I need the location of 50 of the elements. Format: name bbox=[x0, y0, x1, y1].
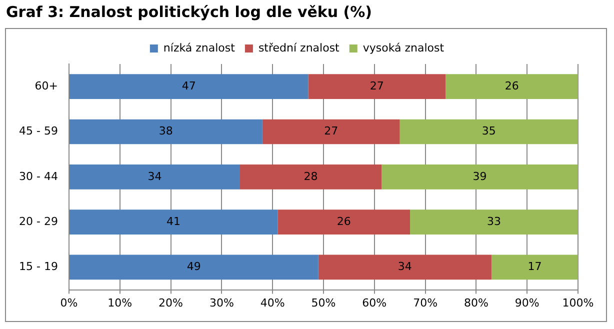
bar bbox=[400, 119, 578, 144]
y-tick-label: 20 - 29 bbox=[18, 214, 58, 228]
data-label: 34 bbox=[148, 170, 162, 183]
chart-title: Graf 3: Znalost politických log dle věku (%) bbox=[6, 3, 372, 21]
x-tick-label: 50% bbox=[311, 296, 336, 310]
x-tick-label: 60% bbox=[362, 296, 387, 310]
bar bbox=[278, 210, 410, 234]
data-label: 27 bbox=[324, 124, 338, 138]
bar bbox=[308, 74, 446, 99]
data-label: 39 bbox=[472, 170, 487, 183]
x-tick-label: 30% bbox=[209, 296, 234, 310]
x-tick-label: 70% bbox=[413, 296, 438, 310]
bar bbox=[69, 74, 308, 99]
y-tick-label: 30 - 44 bbox=[18, 170, 58, 183]
bar bbox=[69, 254, 318, 280]
bar bbox=[491, 254, 578, 280]
data-label: 34 bbox=[398, 260, 412, 274]
legend-label: vysoká znalost bbox=[362, 41, 445, 54]
bar bbox=[382, 164, 578, 190]
data-label: 49 bbox=[186, 260, 201, 274]
bar bbox=[69, 164, 240, 190]
x-tick-label: 100% bbox=[562, 296, 594, 310]
x-tick-label: 10% bbox=[108, 296, 132, 310]
data-label: 47 bbox=[182, 79, 196, 92]
data-label: 17 bbox=[528, 260, 542, 274]
bar bbox=[240, 164, 382, 190]
y-tick-label: 15 - 19 bbox=[18, 260, 58, 274]
legend-label: střední znalost bbox=[258, 41, 340, 54]
bar bbox=[318, 254, 492, 280]
legend-label: nízká znalost bbox=[163, 41, 236, 54]
data-label: 35 bbox=[482, 124, 496, 138]
y-tick-label: 45 - 59 bbox=[18, 124, 58, 138]
bar bbox=[262, 119, 400, 144]
data-label: 33 bbox=[487, 214, 502, 228]
x-tick-label: 90% bbox=[514, 296, 540, 310]
bar bbox=[69, 210, 278, 234]
x-tick-label: 20% bbox=[158, 296, 183, 310]
data-label: 38 bbox=[158, 124, 173, 138]
x-tick-label: 0% bbox=[60, 296, 78, 310]
data-label: 28 bbox=[304, 170, 318, 183]
x-tick-label: 40% bbox=[260, 296, 285, 310]
data-label: 27 bbox=[370, 79, 384, 92]
bar bbox=[446, 74, 578, 99]
data-label: 26 bbox=[336, 214, 351, 228]
data-label: 26 bbox=[504, 79, 519, 92]
x-tick-label: 80% bbox=[464, 296, 488, 310]
bar bbox=[410, 210, 578, 234]
bar bbox=[69, 119, 262, 144]
data-label: 41 bbox=[166, 214, 181, 228]
y-tick-label: 60+ bbox=[34, 79, 58, 92]
